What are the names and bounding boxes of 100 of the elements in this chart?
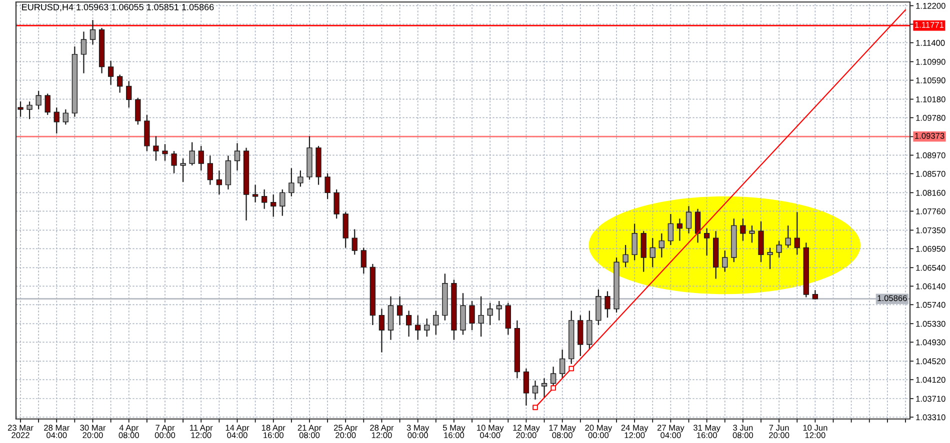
y-tick-label: 1.11400 [916,40,945,46]
x-tick-label: 5 May 16:00 [442,424,466,438]
candlestick [162,144,168,162]
candlestick [324,172,330,200]
candlestick [207,155,213,186]
x-tick-label: 18 Apr 16:00 [262,424,286,438]
y-tick-label: 1.08570 [916,170,946,177]
candlestick [632,223,638,261]
y-tick-label: 1.04120 [916,376,946,383]
candlestick [396,296,403,326]
y-tick-label: 1.03710 [916,396,946,402]
x-tick-label: 4 Apr 08:00 [118,424,139,438]
candlestick [26,100,32,120]
x-tick-label: 12 May 20:00 [513,424,540,438]
candlestick [676,218,683,242]
candlestick [126,80,132,108]
candlestick [704,228,710,256]
candlestick [433,310,439,336]
candlestick [560,349,566,379]
x-tick-label: 10 Jun 12:00 [803,424,828,438]
candlestick [776,240,782,258]
candlestick [252,184,258,203]
y-tick-label: 1.10180 [916,96,946,102]
candlestick [604,290,610,318]
point [550,385,556,391]
y-tick-label: 1.04520 [916,358,946,364]
candlestick [298,170,304,188]
y-tick-label: 1.03310 [916,414,946,420]
x-tick-label: 28 Mar 04:00 [44,424,70,438]
candlestick [135,97,141,126]
candlestick [262,188,268,210]
candlestick [812,290,818,300]
candlestick [18,100,24,118]
x-tick-label: 23 Mar 2022 [8,424,34,438]
ref-line-label: 1.11771 [915,22,944,28]
candlestick [622,244,628,268]
candlestick [424,318,430,338]
candlestick [352,228,358,256]
candlestick [658,232,664,258]
candlestick [415,314,421,340]
x-tick-label: 10 May 04:00 [477,424,504,438]
candlestick [360,247,366,274]
candlestick [541,378,548,398]
candlestick [794,212,800,256]
candlestick [487,302,493,326]
x-tick-label: 7 Jun 20:00 [769,424,790,438]
y-tick-label: 1.06140 [916,283,946,290]
x-tick-label: 31 May 16:00 [693,424,720,438]
x-tick-label: 28 Apr 12:00 [370,424,394,438]
candlestick [686,206,692,234]
candlestick [54,106,60,134]
x-tick-label: 17 May 08:00 [549,424,576,438]
candlestick [505,302,511,336]
chart-title: EURUSD,H4 1.05963 1.06055 1.05851 1.05866 [22,4,214,12]
candlestick [189,142,195,166]
y-tick-label: 1.10990 [916,58,946,65]
y-tick-label: 1.08160 [916,190,946,196]
candlestick [270,194,276,218]
y-tick-label: 1.05740 [916,302,946,308]
candlestick [406,310,412,338]
candlestick [722,250,728,272]
candlestick [288,168,294,197]
x-tick-label: 30 Mar 20:00 [80,424,106,438]
y-tick-label: 1.08970 [916,152,946,158]
x-tick-label: 20 May 00:00 [585,424,612,438]
candlestick [740,218,746,242]
candlestick [650,237,656,268]
candlestick [44,93,50,116]
candlestick [469,300,475,331]
y-tick-label: 1.06950 [916,246,946,252]
candlestick [108,60,114,86]
x-tick-label: 14 Apr 04:00 [226,424,250,438]
candlestick [80,31,87,74]
candlestick [668,213,674,246]
candlestick [90,19,96,46]
candlestick [62,108,68,126]
candlestick [280,188,286,216]
candlestick [785,224,791,248]
x-tick-label: 3 May 00:00 [406,424,430,438]
x-tick-label: 3 Jun 08:00 [732,424,754,438]
candlestick [334,188,340,220]
y-tick-label: 1.10590 [916,77,946,84]
point [532,404,538,410]
x-tick-label: 25 Apr 20:00 [334,424,358,438]
x-tick-label: 7 Apr 00:00 [154,424,176,438]
candlestick [694,208,701,244]
candlestick [758,220,764,263]
candlestick [180,158,186,183]
candlestick [378,308,385,353]
y-tick-label: 1.05330 [916,320,946,327]
candlestick [36,90,42,110]
y-tick-label: 1.07350 [916,227,946,234]
candlestick [171,150,177,174]
ref-line-label: 1.05866 [878,295,907,302]
ref-line-label: 1.09373 [915,132,944,139]
x-tick-label: 24 May 12:00 [621,424,648,438]
y-tick-label: 1.12200 [916,2,946,9]
candlestick [478,296,484,338]
x-tick-label: 11 Apr 12:00 [190,424,213,438]
candlestick [234,142,240,172]
